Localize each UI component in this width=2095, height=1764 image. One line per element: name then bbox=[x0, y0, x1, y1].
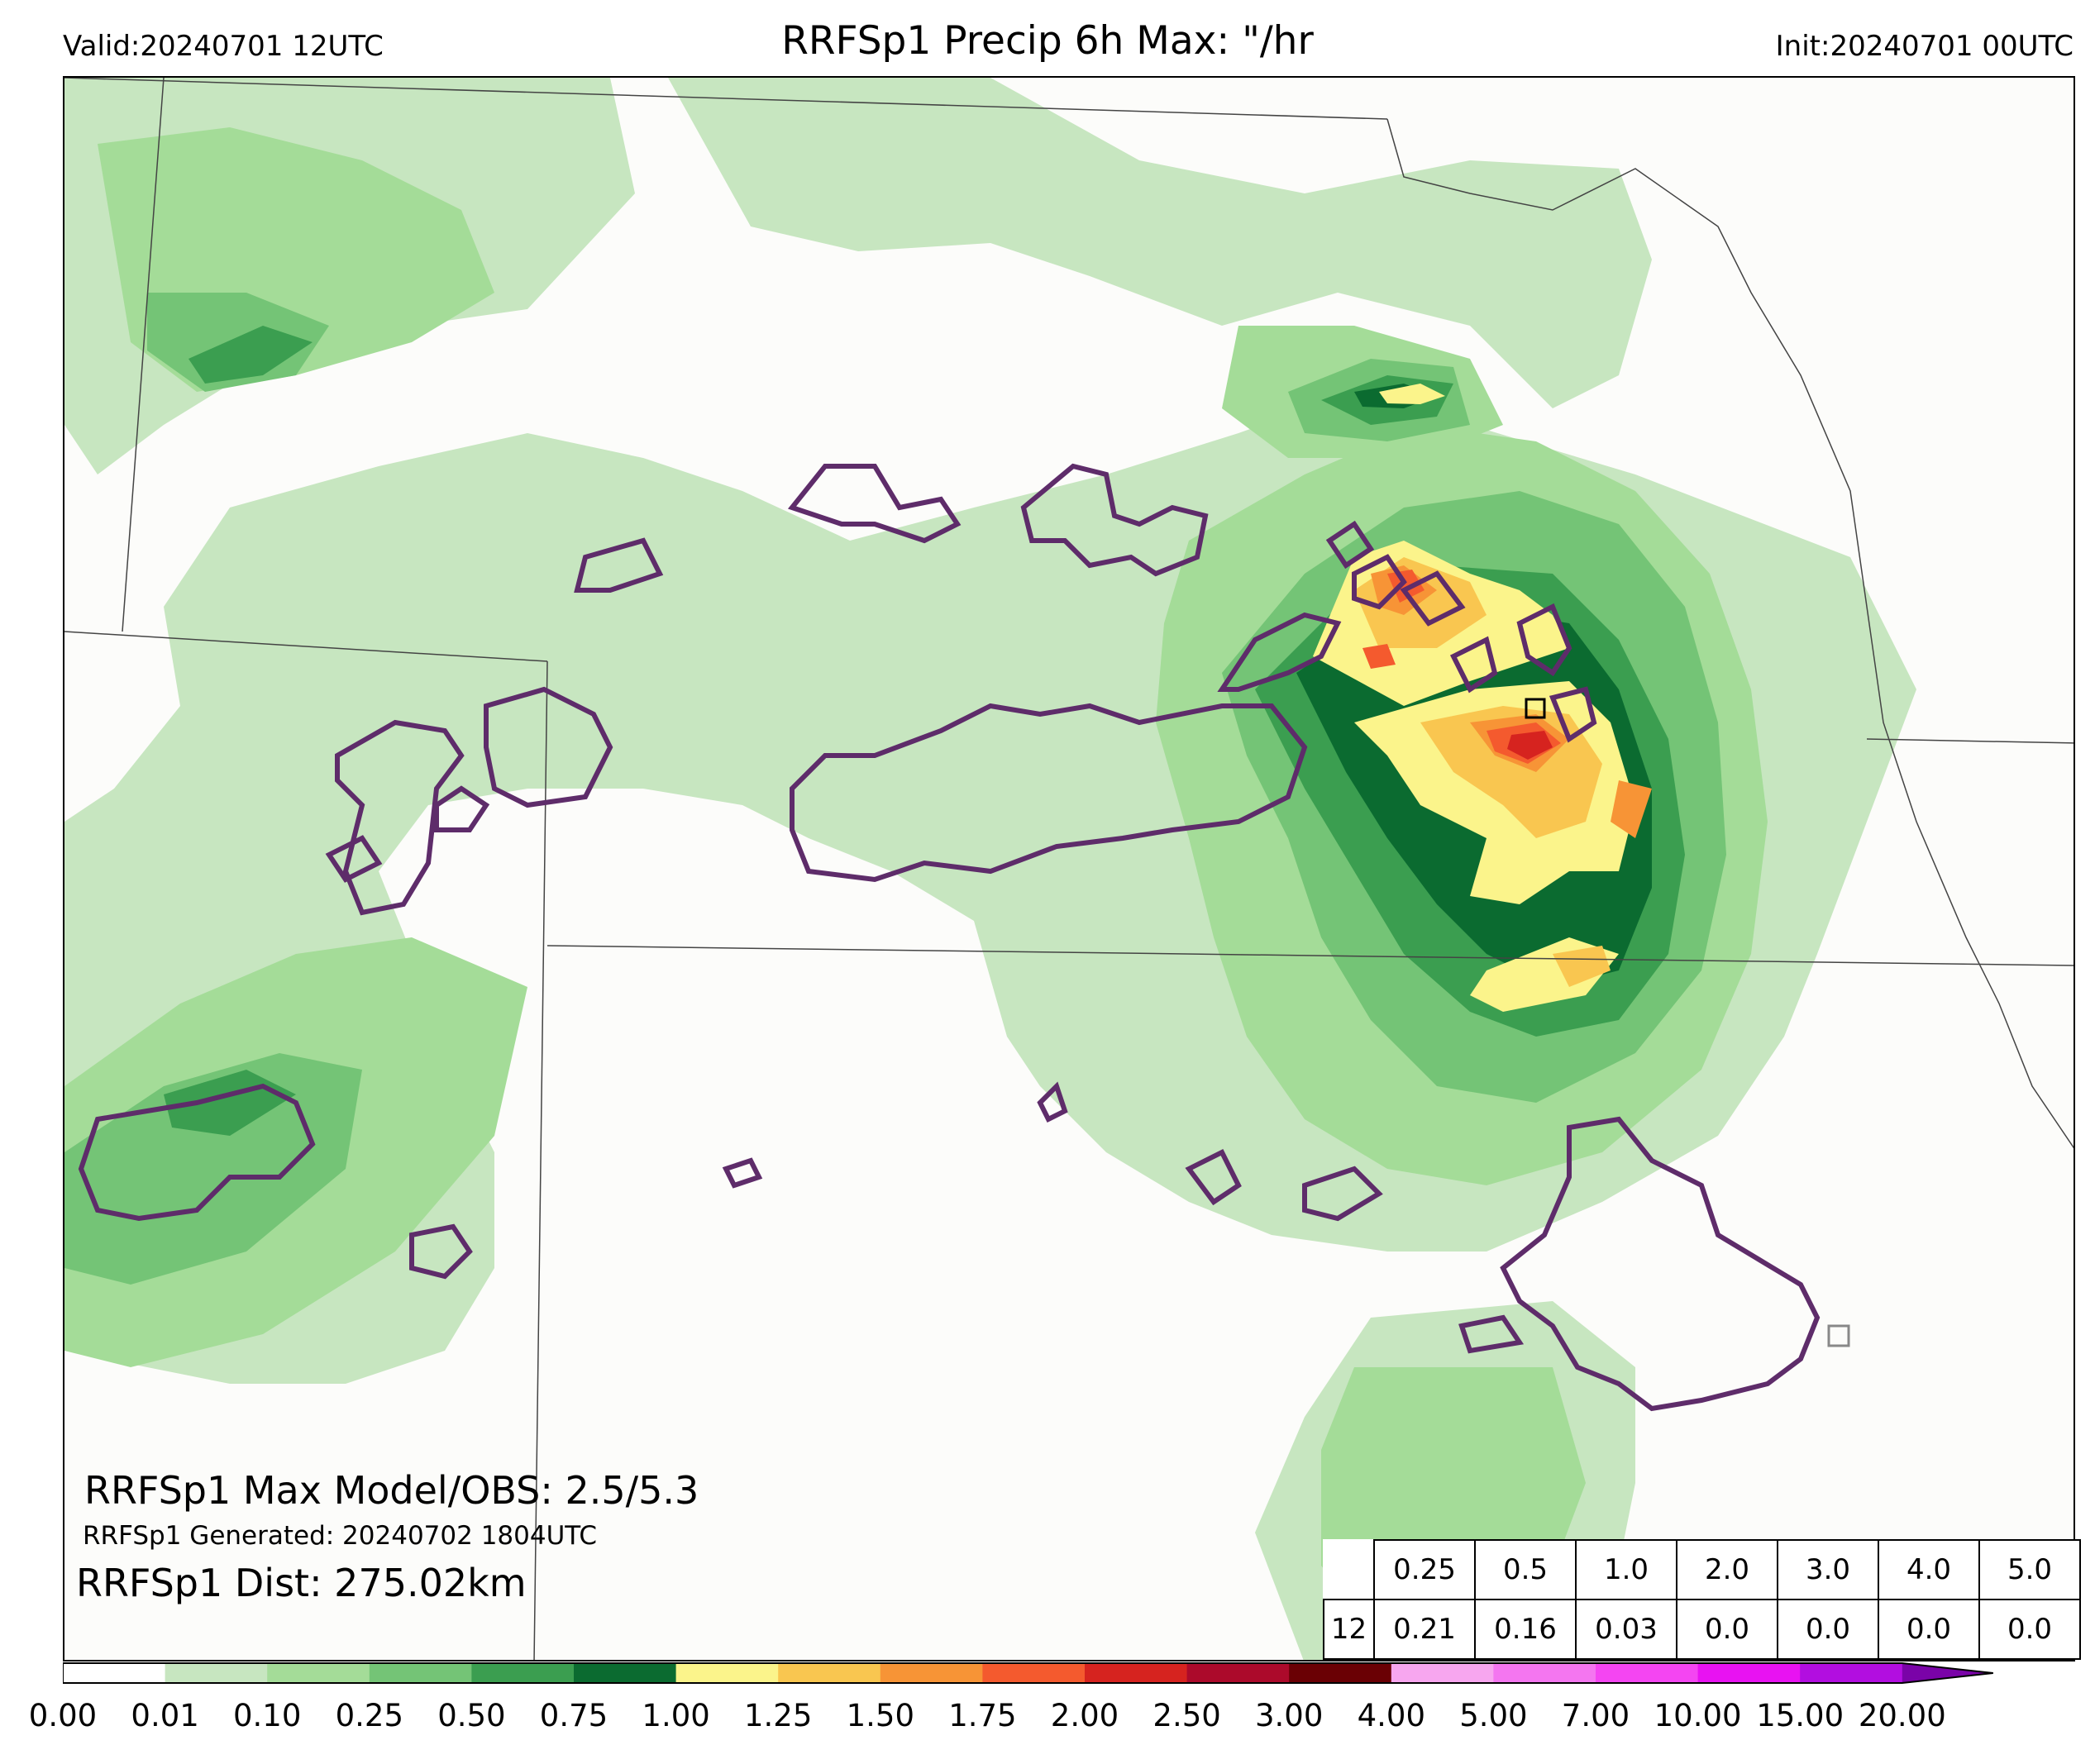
value-cell: 0.0 bbox=[1676, 1599, 1778, 1660]
colorbar-segment bbox=[1085, 1663, 1188, 1683]
value-cell: 0.03 bbox=[1575, 1599, 1677, 1660]
colorbar bbox=[63, 1662, 1993, 1684]
colorbar-tick-label: 1.25 bbox=[743, 1698, 813, 1733]
precip-field bbox=[64, 78, 2074, 1660]
colorbar-segment bbox=[1186, 1663, 1290, 1683]
colorbar-tick-label: 20.00 bbox=[1858, 1698, 1946, 1733]
threshold-table: 0.25 0.5 1.0 2.0 3.0 4.0 5.0 12 0.21 0.1… bbox=[1323, 1539, 2081, 1660]
max-model-obs-label: RRFSp1 Max Model/OBS: 2.5/5.3 bbox=[84, 1468, 699, 1513]
colorbar-segment bbox=[982, 1663, 1086, 1683]
colorbar-tick-label: 4.00 bbox=[1357, 1698, 1425, 1733]
threshold-row: 0.25 0.5 1.0 2.0 3.0 4.0 5.0 bbox=[1324, 1539, 2081, 1600]
colorbar-tick-label: 0.50 bbox=[437, 1698, 506, 1733]
colorbar-segment bbox=[1800, 1663, 1903, 1683]
colorbar-segment bbox=[880, 1663, 983, 1683]
colorbar-segment bbox=[1493, 1663, 1596, 1683]
station-markers bbox=[1525, 698, 1850, 1347]
colorbar-tick-label: 1.75 bbox=[948, 1698, 1017, 1733]
colorbar-segment bbox=[369, 1663, 472, 1683]
colorbar-segment bbox=[1697, 1663, 1801, 1683]
colorbar-segment bbox=[1596, 1663, 1699, 1683]
colorbar-tick-label: 2.00 bbox=[1050, 1698, 1119, 1733]
colorbar-tick-label: 5.00 bbox=[1459, 1698, 1528, 1733]
generated-label: RRFSp1 Generated: 20240702 1804UTC bbox=[83, 1521, 598, 1551]
obs-contours bbox=[78, 463, 1821, 1412]
colorbar-segment bbox=[778, 1663, 881, 1683]
map-title: RRFSp1 Precip 6h Max: "/hr bbox=[781, 18, 1314, 64]
precip-2.00-band bbox=[1507, 731, 1553, 760]
colorbar-tick-label: 1.00 bbox=[642, 1698, 710, 1733]
colorbar-tick-label: 1.50 bbox=[846, 1698, 914, 1733]
threshold-cell: 3.0 bbox=[1777, 1539, 1879, 1600]
value-row: 12 0.21 0.16 0.03 0.0 0.0 0.0 0.0 bbox=[1323, 1599, 2081, 1660]
table-corner bbox=[1324, 1540, 1374, 1600]
value-cell: 0.16 bbox=[1474, 1599, 1577, 1660]
colorbar-segment bbox=[471, 1663, 575, 1683]
threshold-cell: 5.0 bbox=[1978, 1539, 2081, 1600]
colorbar-segment bbox=[1391, 1663, 1494, 1683]
colorbar-outline bbox=[63, 1662, 1993, 1684]
colorbar-tick-label: 0.00 bbox=[28, 1698, 98, 1733]
precip-map: RRFSp1 Max Model/OBS: 2.5/5.3 RRFSp1 Gen… bbox=[63, 76, 2075, 1661]
value-cell: 0.21 bbox=[1373, 1599, 1476, 1660]
state-borders bbox=[64, 78, 2074, 1660]
colorbar-tick-label: 7.00 bbox=[1561, 1698, 1630, 1733]
threshold-cell: 1.0 bbox=[1575, 1539, 1677, 1600]
colorbar-tick-label: 10.00 bbox=[1654, 1698, 1742, 1733]
colorbar-tick-label: 0.01 bbox=[131, 1698, 199, 1733]
colorbar-segment bbox=[63, 1663, 166, 1683]
colorbar-tick-label: 0.10 bbox=[232, 1698, 302, 1733]
colorbar-tick-label: 2.50 bbox=[1152, 1698, 1221, 1733]
value-cell: 0.0 bbox=[1878, 1599, 1980, 1660]
colorbar-segment bbox=[165, 1663, 268, 1683]
row-label-cell: 12 bbox=[1323, 1599, 1375, 1660]
colorbar-tick-label: 0.25 bbox=[335, 1698, 403, 1733]
colorbar-segment bbox=[267, 1663, 370, 1683]
distance-label: RRFSp1 Dist: 275.02km bbox=[76, 1561, 527, 1605]
colorbar-tick-label: 3.00 bbox=[1254, 1698, 1324, 1733]
threshold-cell: 0.25 bbox=[1373, 1539, 1476, 1600]
valid-time: Valid:20240701 12UTC bbox=[63, 30, 384, 63]
value-cell: 0.0 bbox=[1777, 1599, 1879, 1660]
colorbar-extend-arrow bbox=[1902, 1663, 1993, 1683]
colorbar-tick-label: 15.00 bbox=[1756, 1698, 1844, 1733]
colorbar-segment bbox=[574, 1663, 677, 1683]
value-cell: 0.0 bbox=[1978, 1599, 2081, 1660]
threshold-cell: 4.0 bbox=[1878, 1539, 1980, 1600]
init-time: Init:20240701 00UTC bbox=[1775, 30, 2074, 63]
colorbar-segment bbox=[1289, 1663, 1392, 1683]
threshold-cell: 0.5 bbox=[1474, 1539, 1577, 1600]
colorbar-segment bbox=[675, 1663, 779, 1683]
colorbar-tick-label: 0.75 bbox=[539, 1698, 608, 1733]
threshold-cell: 2.0 bbox=[1676, 1539, 1778, 1600]
